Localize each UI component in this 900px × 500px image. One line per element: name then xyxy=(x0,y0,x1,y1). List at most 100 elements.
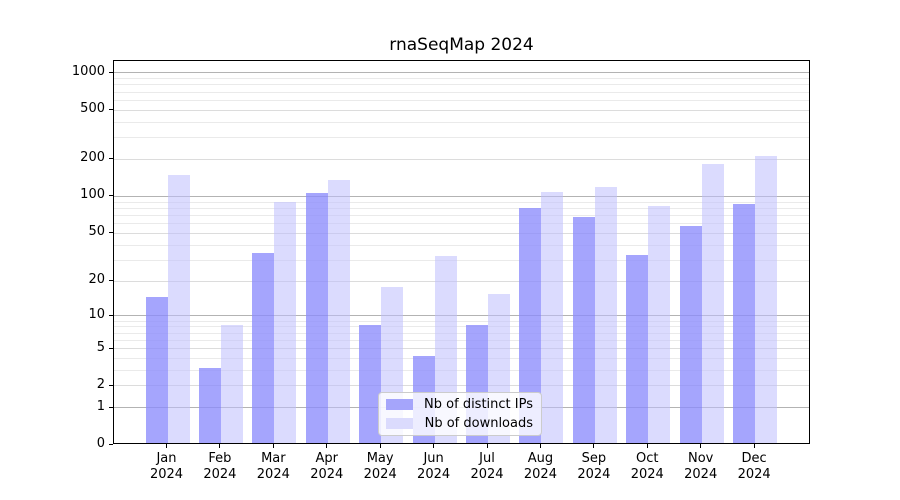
gridline-minor xyxy=(114,214,809,216)
x-tick-label-mar: Mar 2024 xyxy=(241,451,305,483)
y-tick-mark xyxy=(109,406,113,408)
gridline-mid xyxy=(114,280,809,282)
y-tick-label: 2 xyxy=(96,376,105,392)
x-tick-mark xyxy=(326,444,328,448)
legend-swatch-distinct-ips xyxy=(386,399,413,410)
y-tick-mark xyxy=(109,314,113,316)
gridline-major xyxy=(114,72,809,74)
x-tick-label-may: May 2024 xyxy=(348,451,412,483)
y-tick-label: 500 xyxy=(80,101,105,117)
gridline-major xyxy=(114,195,809,197)
gridline-minor xyxy=(114,137,809,139)
x-tick-year: 2024 xyxy=(203,467,237,482)
x-tick-mark xyxy=(753,444,755,448)
x-tick-mark xyxy=(486,444,488,448)
x-tick-label-aug: Aug 2024 xyxy=(508,451,572,483)
x-tick-month: Apr xyxy=(315,451,339,466)
y-tick-label: 20 xyxy=(88,272,105,288)
bar-downloads-feb xyxy=(220,324,243,443)
x-tick-label-feb: Feb 2024 xyxy=(188,451,252,483)
gridline-minor xyxy=(114,201,809,203)
x-tick-label-dec: Dec 2024 xyxy=(722,451,786,483)
x-tick-year: 2024 xyxy=(523,467,557,482)
x-tick-label-oct: Oct 2024 xyxy=(615,451,679,483)
y-tick-mark xyxy=(109,109,113,111)
x-tick-mark xyxy=(539,444,541,448)
x-tick-year: 2024 xyxy=(256,467,290,482)
y-tick-label: 5 xyxy=(96,339,105,355)
x-tick-year: 2024 xyxy=(149,467,184,482)
y-tick-label: 0 xyxy=(96,436,105,451)
x-tick-year: 2024 xyxy=(684,467,718,482)
x-tick-month: Jul xyxy=(479,451,495,466)
x-tick-month: Dec xyxy=(741,451,767,466)
legend: Nb of distinct IPs Nb of downloads xyxy=(378,392,542,436)
gridline-mid xyxy=(114,232,809,234)
bar-ips-apr xyxy=(305,192,328,443)
gridline-minor xyxy=(114,223,809,225)
bar-ips-nov xyxy=(679,226,702,443)
bar-ips-feb xyxy=(198,368,221,443)
y-tick-label: 10 xyxy=(88,306,105,322)
x-tick-month: Sep xyxy=(581,451,607,466)
y-tick-mark xyxy=(109,195,113,197)
legend-label-distinct-ips: Nb of distinct IPs xyxy=(424,397,533,412)
gridline-minor xyxy=(114,357,809,359)
bar-downloads-apr xyxy=(327,180,350,443)
y-tick-label: 1000 xyxy=(71,63,105,79)
y-tick-label: 200 xyxy=(80,150,105,166)
chart-title: rnaSeqMap 2024 xyxy=(389,35,534,55)
gridline-minor xyxy=(114,326,809,328)
bar-downloads-mar xyxy=(274,201,297,443)
x-tick-year: 2024 xyxy=(417,467,451,482)
gridline-minor xyxy=(114,339,809,341)
bar-downloads-jan xyxy=(167,174,190,443)
y-tick-mark xyxy=(109,280,113,282)
y-tick-label: 50 xyxy=(88,224,105,240)
gridline-minor xyxy=(114,91,809,93)
x-tick-month: May xyxy=(366,451,394,466)
bar-downloads-sep xyxy=(594,187,617,443)
legend-item-distinct-ips: Nb of distinct IPs xyxy=(379,397,541,412)
gridline-minor xyxy=(114,369,809,371)
gridline-minor xyxy=(114,244,809,246)
x-tick-mark xyxy=(700,444,702,448)
x-tick-mark xyxy=(593,444,595,448)
x-tick-mark xyxy=(219,444,221,448)
x-tick-label-jul: Jul 2024 xyxy=(455,451,519,483)
y-tick-mark xyxy=(109,158,113,160)
bar-ips-sep xyxy=(572,217,595,443)
gridline-minor xyxy=(114,84,809,86)
x-tick-month: Feb xyxy=(208,451,232,466)
x-tick-mark xyxy=(433,444,435,448)
gridline-mid xyxy=(114,348,809,349)
bar-downloads-oct xyxy=(648,205,671,443)
bar-downloads-nov xyxy=(701,163,724,443)
gridline-mid xyxy=(114,158,809,160)
y-tick-label: 1 xyxy=(96,398,105,414)
plot-area: Nb of distinct IPs Nb of downloads xyxy=(113,60,810,444)
gridline-minor xyxy=(114,121,809,123)
x-tick-label-nov: Nov 2024 xyxy=(669,451,733,483)
x-tick-month: Mar xyxy=(261,451,286,466)
x-tick-label-apr: Apr 2024 xyxy=(295,451,359,483)
x-tick-month: Nov xyxy=(688,451,714,466)
y-tick-mark xyxy=(109,444,113,445)
gridline-major xyxy=(114,315,809,317)
gridline-minor xyxy=(114,207,809,209)
bar-downloads-aug xyxy=(541,191,564,443)
y-tick-mark xyxy=(109,384,113,386)
x-tick-mark xyxy=(646,444,648,448)
bar-ips-may xyxy=(359,324,382,443)
bar-ips-dec xyxy=(733,203,756,443)
x-tick-year: 2024 xyxy=(310,467,344,482)
x-tick-label-jun: Jun 2024 xyxy=(402,451,466,483)
x-tick-mark xyxy=(166,444,167,448)
bar-downloads-dec xyxy=(755,155,778,443)
y-tick-label: 100 xyxy=(80,187,105,203)
x-tick-month: Aug xyxy=(527,451,554,466)
y-tick-mark xyxy=(109,232,113,234)
x-tick-year: 2024 xyxy=(577,467,611,482)
bar-ips-aug xyxy=(519,207,542,443)
